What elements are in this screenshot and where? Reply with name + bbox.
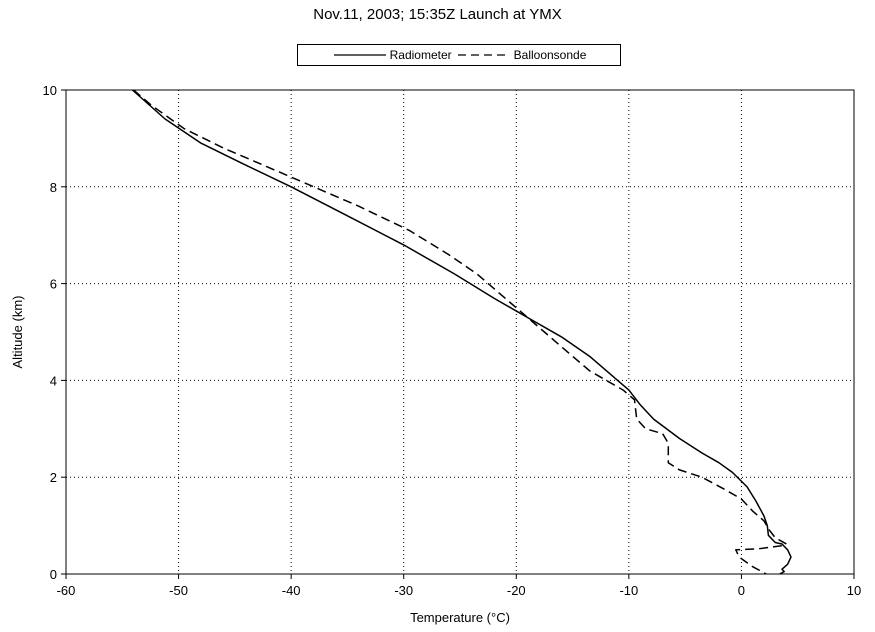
series-line-balloonsonde [133,89,788,575]
legend: Radiometer Balloonsonde [297,44,621,66]
x-tick-label: 0 [738,583,745,598]
legend-entry-radiometer: Radiometer [332,48,452,62]
grid-layer [66,90,854,574]
y-tick-label: 10 [43,83,57,98]
x-axis-label: Temperature (°C) [410,610,510,625]
y-tick-label: 0 [50,567,57,582]
y-tick-label: 4 [50,373,57,388]
legend-label-balloonsonde: Balloonsonde [513,48,587,62]
y-tick-label: 2 [50,470,57,485]
legend-swatch-balloonsonde [457,54,510,56]
series-layer [131,89,792,575]
x-tick-label: -40 [282,583,301,598]
x-tick-label: -10 [619,583,638,598]
y-tick-label: 6 [50,277,57,292]
chart-title: Nov.11, 2003; 15:35Z Launch at YMX [313,6,562,23]
x-tick-label: -50 [169,583,188,598]
plot-frame [65,89,855,575]
tick-layer: -60 -50 -40 -30 -20 -10 0 10 0 2 4 6 8 10 [43,83,862,598]
x-tick-label: -60 [57,583,76,598]
x-tick-label: 10 [847,583,861,598]
y-tick-label: 8 [50,180,57,195]
x-tick-label: -30 [394,583,413,598]
legend-label-radiometer: Radiometer [389,48,452,62]
series-line-radiometer [131,89,792,575]
legend-entry-balloonsonde: Balloonsonde [456,48,587,62]
x-tick-label: -20 [507,583,526,598]
y-axis-label: Altitude (km) [10,296,25,369]
legend-swatch-radiometer [333,54,386,56]
